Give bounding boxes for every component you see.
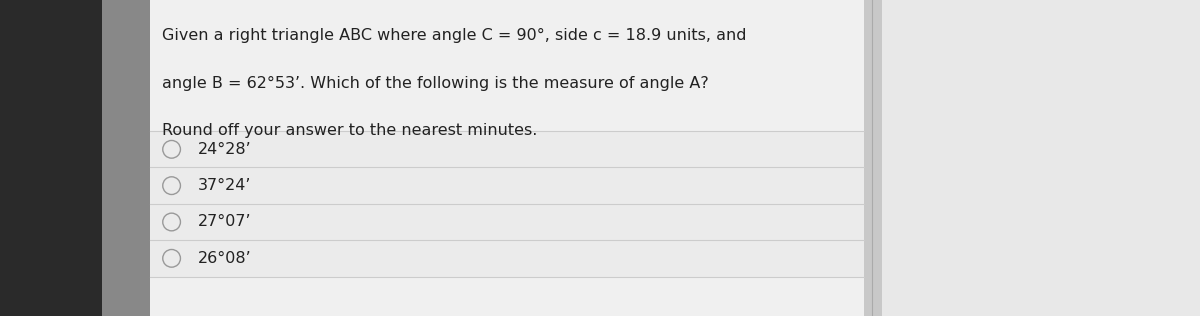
Bar (150, 167, 864, 204)
Text: 24°28’: 24°28’ (198, 142, 252, 157)
Text: angle B = 62°53’. Which of the following is the measure of angle A?: angle B = 62°53’. Which of the following… (162, 76, 709, 91)
Bar (150, 204, 864, 240)
Text: Given a right triangle ABC where angle C = 90°, side c = 18.9 units, and: Given a right triangle ABC where angle C… (162, 28, 746, 44)
Text: 26°08’: 26°08’ (198, 251, 252, 266)
Bar (150, 240, 864, 276)
Bar (150, 0, 864, 316)
Bar (0, 0, 102, 316)
Text: 37°24’: 37°24’ (198, 178, 251, 193)
Text: 27°07’: 27°07’ (198, 215, 252, 229)
Bar (150, 131, 864, 167)
Bar (882, 0, 1200, 316)
Bar (102, 0, 150, 316)
Text: Round off your answer to the nearest minutes.: Round off your answer to the nearest min… (162, 123, 538, 138)
